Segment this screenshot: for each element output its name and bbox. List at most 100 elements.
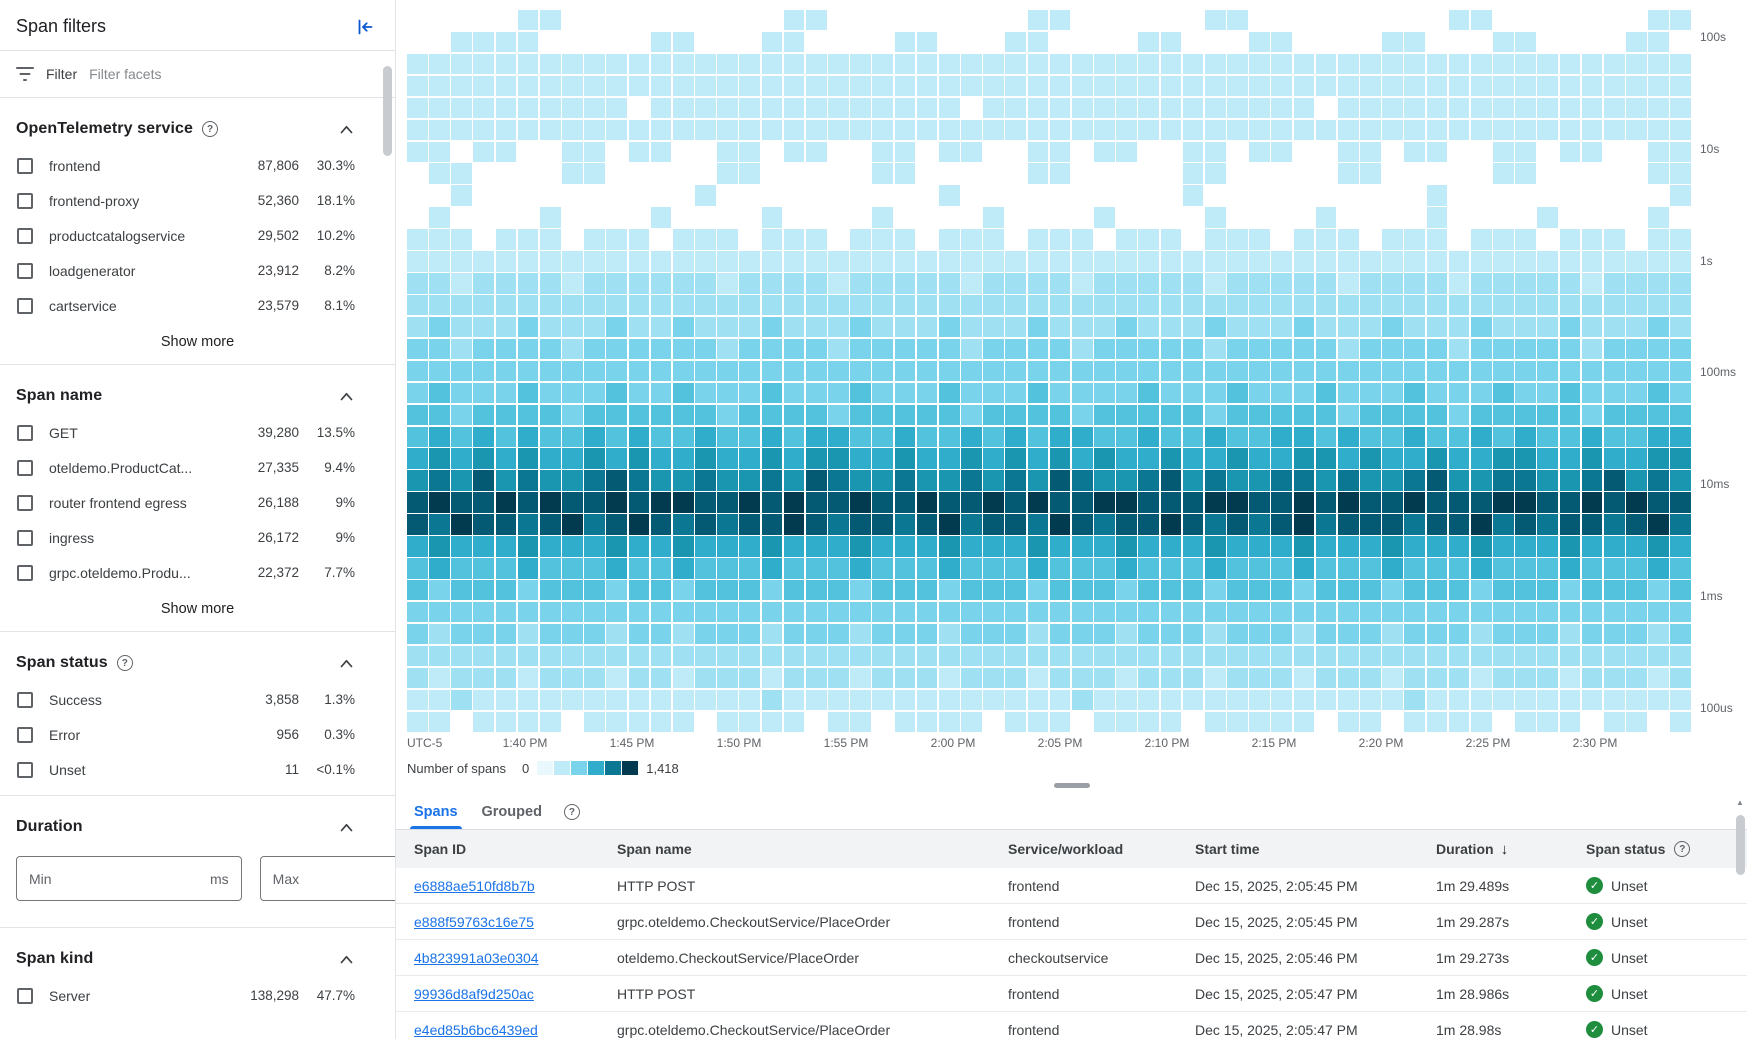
heatmap-cell[interactable] (606, 32, 627, 52)
heatmap-cell[interactable] (1071, 536, 1093, 557)
heatmap-cell[interactable] (695, 295, 716, 316)
heatmap-cell[interactable] (1404, 163, 1425, 183)
heatmap-cell[interactable] (961, 514, 982, 535)
heatmap-cell[interactable] (1071, 273, 1093, 294)
heatmap-cell[interactable] (1204, 251, 1226, 272)
heatmap-cell[interactable] (1670, 338, 1691, 360)
heatmap-cell[interactable] (584, 295, 605, 316)
heatmap-cell[interactable] (783, 295, 805, 316)
heatmap-cell[interactable] (1360, 470, 1381, 491)
heatmap-cell[interactable] (584, 448, 605, 469)
heatmap-cell[interactable] (1138, 31, 1160, 53)
heatmap-cell[interactable] (584, 426, 605, 447)
heatmap-cell[interactable] (518, 185, 539, 205)
heatmap-cell[interactable] (1249, 207, 1270, 227)
heatmap-cell[interactable] (1493, 360, 1514, 382)
heatmap-cell[interactable] (451, 31, 472, 53)
heatmap-cell[interactable] (1293, 53, 1315, 75)
heatmap-cell[interactable] (1427, 163, 1448, 183)
heatmap-cell[interactable] (783, 536, 805, 557)
heatmap-cell[interactable] (1116, 448, 1137, 469)
heatmap-cell[interactable] (1005, 229, 1026, 249)
heatmap-cell[interactable] (1648, 492, 1669, 513)
heatmap-cell[interactable] (894, 514, 916, 535)
heatmap-cell[interactable] (1094, 119, 1115, 141)
collapse-panel-icon[interactable] (355, 17, 375, 37)
heatmap-cell[interactable] (1581, 492, 1603, 513)
heatmap-cell[interactable] (584, 119, 605, 141)
heatmap-cell[interactable] (1005, 404, 1027, 426)
heatmap-cell[interactable] (983, 448, 1004, 469)
heatmap-cell[interactable] (562, 536, 583, 557)
heatmap-cell[interactable] (584, 470, 605, 491)
heatmap-cell[interactable] (850, 119, 871, 141)
span-id-link[interactable]: e888f59763c16e75 (414, 913, 534, 930)
heatmap-cell[interactable] (429, 492, 450, 513)
heatmap-cell[interactable] (805, 536, 827, 557)
heatmap-cell[interactable] (1227, 163, 1248, 183)
heatmap-cell[interactable] (1626, 492, 1647, 513)
heatmap-cell[interactable] (495, 667, 517, 689)
heatmap-cell[interactable] (1337, 382, 1359, 404)
heatmap-cell[interactable] (1360, 273, 1381, 294)
heatmap-cell[interactable] (496, 163, 517, 183)
heatmap-cell[interactable] (828, 580, 849, 601)
heatmap-cell[interactable] (650, 623, 672, 645)
heatmap-cell[interactable] (695, 185, 716, 206)
heatmap-cell[interactable] (1448, 119, 1470, 141)
heatmap-cell[interactable] (1005, 711, 1027, 732)
heatmap-cell[interactable] (1559, 316, 1581, 338)
heatmap-cell[interactable] (473, 295, 495, 316)
tab-spans[interactable]: Spans (402, 795, 470, 829)
heatmap-cell[interactable] (1603, 273, 1625, 294)
heatmap-cell[interactable] (628, 711, 650, 732)
heatmap-cell[interactable] (762, 163, 783, 183)
heatmap-cell[interactable] (850, 645, 871, 667)
heatmap-cell[interactable] (1493, 536, 1514, 557)
heatmap-cell[interactable] (584, 711, 605, 732)
chevron-up-icon[interactable] (340, 955, 353, 964)
heatmap-cell[interactable] (1360, 119, 1381, 141)
heatmap-cell[interactable] (584, 492, 605, 513)
heatmap-cell[interactable] (1337, 251, 1359, 272)
heatmap-cell[interactable] (473, 163, 494, 183)
heatmap-cell[interactable] (1604, 10, 1625, 30)
heatmap-cell[interactable] (1360, 360, 1381, 382)
heatmap-cell[interactable] (451, 404, 472, 426)
heatmap-cell[interactable] (1005, 667, 1027, 689)
heatmap-cell[interactable] (628, 316, 650, 338)
heatmap-cell[interactable] (539, 338, 561, 360)
heatmap-cell[interactable] (983, 645, 1004, 667)
heatmap-cell[interactable] (407, 75, 428, 97)
heatmap-cell[interactable] (451, 426, 472, 447)
heatmap-cell[interactable] (584, 97, 605, 119)
heatmap-cell[interactable] (1470, 492, 1492, 513)
heatmap-cell[interactable] (1182, 75, 1204, 97)
heatmap-cell[interactable] (540, 32, 561, 52)
heatmap-cell[interactable] (961, 273, 982, 294)
heatmap-cell[interactable] (1071, 229, 1093, 250)
heatmap-cell[interactable] (1271, 53, 1293, 75)
heatmap-cell[interactable] (828, 185, 849, 205)
heatmap-cell[interactable] (1426, 229, 1448, 250)
heatmap-cell[interactable] (650, 536, 672, 557)
heatmap-cell[interactable] (1027, 645, 1049, 667)
heatmap-cell[interactable] (1249, 623, 1270, 645)
heatmap-cell[interactable] (1049, 492, 1071, 513)
heatmap-cell[interactable] (761, 601, 783, 623)
heatmap-cell[interactable] (1315, 470, 1337, 491)
heatmap-cell[interactable] (805, 53, 827, 75)
heatmap-cell[interactable] (1581, 558, 1603, 579)
heatmap-cell[interactable] (1293, 536, 1315, 557)
heatmap-cell[interactable] (1537, 75, 1559, 97)
heatmap-cell[interactable] (894, 360, 916, 382)
heatmap-cell[interactable] (673, 142, 694, 162)
heatmap-cell[interactable] (451, 316, 472, 338)
heatmap-cell[interactable] (1094, 645, 1115, 667)
heatmap-cell[interactable] (1537, 470, 1559, 491)
heatmap-cell[interactable] (1603, 97, 1625, 119)
heatmap-cell[interactable] (1094, 97, 1115, 119)
heatmap-cell[interactable] (695, 360, 716, 382)
facet-checkbox[interactable] (17, 494, 33, 511)
heatmap-cell[interactable] (1670, 536, 1691, 557)
